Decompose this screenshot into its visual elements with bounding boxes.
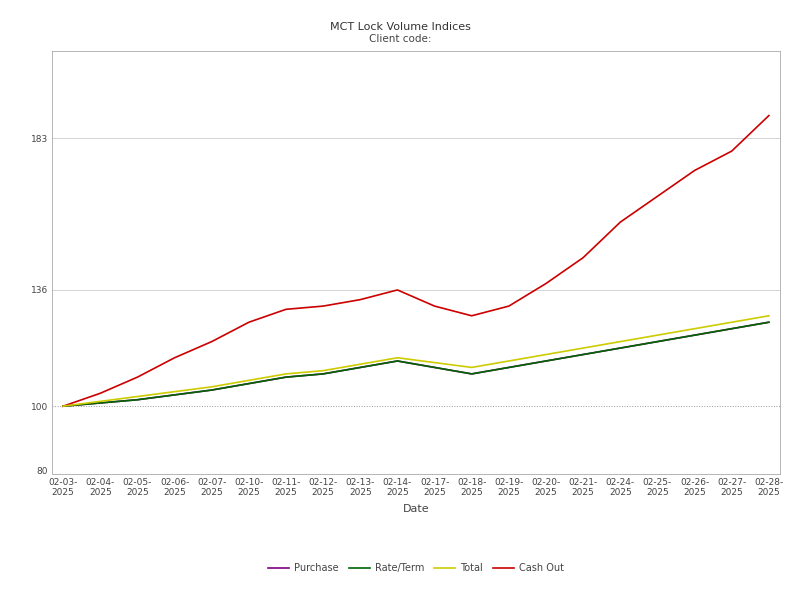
Rate/Term <box>281 374 290 381</box>
Rate/Term <box>653 338 662 345</box>
Purchase <box>430 364 439 371</box>
Total <box>207 383 217 391</box>
Total <box>690 325 699 332</box>
Line: Purchase: Purchase <box>63 322 769 406</box>
Total <box>355 361 365 368</box>
Total <box>541 351 550 358</box>
Purchase <box>615 344 625 352</box>
Purchase <box>690 332 699 339</box>
Total <box>95 398 105 405</box>
Cash Out <box>318 302 328 310</box>
Rate/Term <box>578 351 588 358</box>
Line: Cash Out: Cash Out <box>63 116 769 406</box>
Total <box>653 332 662 339</box>
Rate/Term <box>727 325 737 332</box>
Rate/Term <box>615 344 625 352</box>
Total <box>727 319 737 326</box>
Purchase <box>504 364 514 371</box>
Cash Out <box>578 254 588 261</box>
Purchase <box>578 351 588 358</box>
Line: Total: Total <box>63 316 769 406</box>
Cash Out <box>653 193 662 200</box>
Cash Out <box>764 112 774 119</box>
Cash Out <box>430 302 439 310</box>
Rate/Term <box>541 358 550 365</box>
Purchase <box>58 403 68 410</box>
Rate/Term <box>355 364 365 371</box>
Purchase <box>133 396 142 403</box>
Total <box>133 393 142 400</box>
Purchase <box>244 380 254 387</box>
Rate/Term <box>133 396 142 403</box>
Rate/Term <box>318 370 328 377</box>
Cash Out <box>690 167 699 174</box>
Total <box>170 388 179 395</box>
X-axis label: Date: Date <box>402 504 430 514</box>
Cash Out <box>207 338 217 345</box>
Total <box>58 403 68 410</box>
Purchase <box>95 400 105 407</box>
Line: Rate/Term: Rate/Term <box>63 322 769 406</box>
Cash Out <box>615 218 625 226</box>
Purchase <box>541 358 550 365</box>
Total <box>244 377 254 384</box>
Rate/Term <box>393 358 402 365</box>
Total <box>615 338 625 345</box>
Purchase <box>207 386 217 394</box>
Cash Out <box>133 374 142 381</box>
Rate/Term <box>504 364 514 371</box>
Purchase <box>764 319 774 326</box>
Rate/Term <box>170 391 179 398</box>
Cash Out <box>355 296 365 303</box>
Purchase <box>318 370 328 377</box>
Purchase <box>727 325 737 332</box>
Rate/Term <box>690 332 699 339</box>
Rate/Term <box>764 319 774 326</box>
Cash Out <box>393 286 402 293</box>
Rate/Term <box>95 400 105 407</box>
Text: MCT Lock Volume Indices: MCT Lock Volume Indices <box>330 22 470 32</box>
Cash Out <box>95 389 105 397</box>
Rate/Term <box>430 364 439 371</box>
Cash Out <box>727 148 737 155</box>
Total <box>393 354 402 361</box>
Purchase <box>653 338 662 345</box>
Rate/Term <box>58 403 68 410</box>
Legend: Purchase, Rate/Term, Total, Cash Out: Purchase, Rate/Term, Total, Cash Out <box>264 559 568 577</box>
Rate/Term <box>207 386 217 394</box>
Cash Out <box>281 306 290 313</box>
Purchase <box>467 370 477 377</box>
Total <box>318 367 328 374</box>
Cash Out <box>58 403 68 410</box>
Purchase <box>393 358 402 365</box>
Text: Client code:: Client code: <box>369 34 431 44</box>
Total <box>578 344 588 352</box>
Rate/Term <box>467 370 477 377</box>
Cash Out <box>541 280 550 287</box>
Total <box>281 370 290 377</box>
Cash Out <box>244 319 254 326</box>
Total <box>764 312 774 319</box>
Rate/Term <box>244 380 254 387</box>
Total <box>430 359 439 366</box>
Purchase <box>281 374 290 381</box>
Cash Out <box>504 302 514 310</box>
Cash Out <box>467 312 477 319</box>
Purchase <box>355 364 365 371</box>
Cash Out <box>170 354 179 361</box>
Purchase <box>170 391 179 398</box>
Total <box>504 358 514 365</box>
Total <box>467 364 477 371</box>
